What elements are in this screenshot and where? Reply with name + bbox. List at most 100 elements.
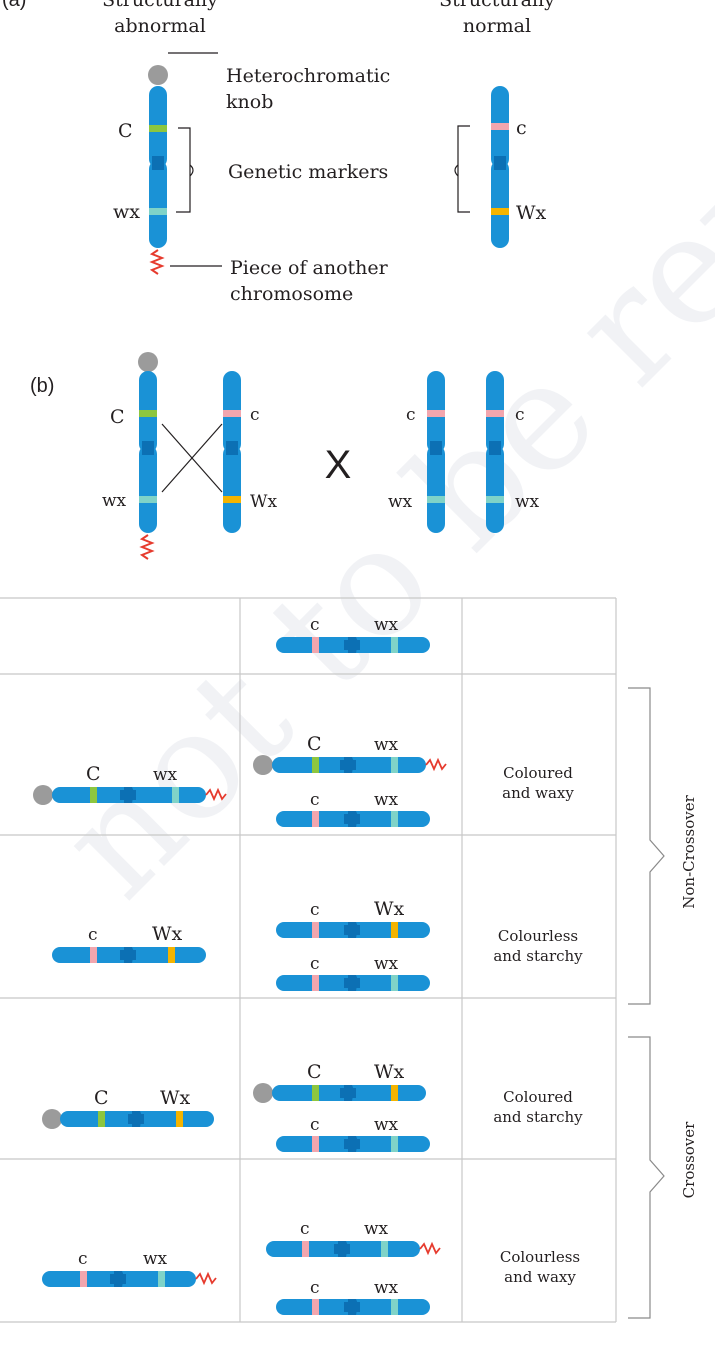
normal-marker-bottom: Wx [516, 202, 547, 224]
results-table [0, 597, 617, 1323]
gamete-left: c [78, 1249, 88, 1269]
b-right-chr2-top: c [515, 405, 525, 425]
progeny-top-left: C [307, 1061, 322, 1083]
cross-right-pair [427, 371, 504, 533]
progeny-top-left: c [310, 900, 320, 920]
progeny-bottom-right: wx [374, 790, 399, 810]
marker-c [491, 123, 509, 130]
b-left-chr2-top: c [250, 405, 260, 425]
b-right-chr1-top: c [406, 405, 416, 425]
progeny-top-chromosome [253, 755, 447, 775]
abnormal-marker-bottom: wx [113, 201, 140, 223]
knob-label-line2: knob [226, 91, 273, 113]
header-gamete-chromosome [276, 637, 430, 653]
phenotype-line1: Colourless [500, 1248, 580, 1266]
progeny-top-chromosome [276, 922, 430, 938]
piece-label-line1: Piece of another [230, 257, 389, 279]
gamete-left: C [94, 1087, 109, 1109]
heterochromatic-knob [138, 352, 158, 372]
phenotype-line2: and starchy [493, 1108, 583, 1126]
crossover-line-2 [161, 423, 223, 493]
progeny-bottom-chromosome [276, 811, 430, 827]
header-gamete-left: c [310, 615, 320, 635]
abnormal-heading-line1: Structurally [102, 0, 218, 11]
progeny-bottom-right: wx [374, 1115, 399, 1135]
progeny-bottom-right: wx [374, 1278, 399, 1298]
phenotype-line1: Coloured [503, 764, 573, 782]
abnormal-chromosome [148, 65, 168, 275]
marker-Wx [223, 496, 241, 503]
marker-c [486, 410, 504, 417]
gamete-right: wx [153, 765, 178, 785]
phenotype-line2: and waxy [502, 784, 574, 802]
part-a-label: (a) [2, 0, 26, 11]
marker-wx [486, 496, 504, 503]
cross-left-pair [138, 352, 241, 560]
marker-C [149, 125, 167, 132]
b-left-chr2-bottom: Wx [250, 492, 277, 512]
progeny-top-left: C [307, 733, 322, 755]
phenotype-line2: and waxy [504, 1268, 576, 1286]
progeny-bottom-right: wx [374, 954, 399, 974]
piece-label-line2: chromosome [230, 283, 353, 305]
progeny-bottom-chromosome [276, 1136, 430, 1152]
knob-label-line1: Heterochromatic [226, 65, 390, 87]
markers-label: Genetic markers [228, 161, 388, 183]
table-row: c Wx c Wx c wx Colourless and starchy [52, 898, 583, 991]
b-right-chr1-bottom: wx [388, 492, 413, 512]
extra-piece [149, 249, 165, 275]
progeny-bottom-left: c [310, 1278, 320, 1298]
gamete-left: c [88, 925, 98, 945]
progeny-bottom-left: c [310, 1115, 320, 1135]
normal-heading-line2: normal [463, 15, 531, 37]
marker-c [223, 410, 241, 417]
progeny-top-right: wx [374, 735, 399, 755]
extra-piece [139, 534, 155, 560]
progeny-top-chromosome [253, 1083, 426, 1103]
table-row: C Wx C Wx c wx Coloured and starchy [42, 1061, 583, 1152]
gamete-chromosome [42, 1271, 217, 1287]
marker-wx [149, 208, 167, 215]
abnormal-heading-line2: abnormal [114, 15, 206, 37]
part-b-label: (b) [30, 375, 54, 397]
normal-chromosome [491, 86, 509, 248]
marker-Wx [491, 208, 509, 215]
progeny-bottom-chromosome [276, 1299, 430, 1315]
normal-marker-top: c [516, 117, 527, 139]
phenotype-line1: Coloured [503, 1088, 573, 1106]
b-left-chr1-top: C [110, 406, 125, 428]
progeny-top-chromosome [266, 1241, 441, 1257]
marker-wx [139, 496, 157, 503]
group-non-crossover: Non-Crossover [680, 794, 698, 908]
crossover-brace [628, 1036, 665, 1319]
b-right-chr2-bottom: wx [515, 492, 540, 512]
progeny-top-right: wx [364, 1219, 389, 1239]
progeny-bottom-chromosome [276, 975, 430, 991]
marker-C [139, 410, 157, 417]
progeny-top-left: c [300, 1219, 310, 1239]
progeny-bottom-left: c [310, 954, 320, 974]
abnormal-marker-top: C [118, 120, 133, 142]
table-row: C wx C wx c wx Coloured and waxy [33, 733, 574, 827]
marker-wx [427, 496, 445, 503]
non-crossover-brace [628, 687, 665, 1005]
gamete-right: Wx [152, 923, 183, 945]
phenotype-line1: Colourless [498, 927, 578, 945]
gamete-left: C [86, 763, 101, 785]
progeny-bottom-left: c [310, 790, 320, 810]
heterochromatic-knob [148, 65, 168, 85]
gamete-right: Wx [160, 1087, 191, 1109]
gamete-chromosome [33, 785, 227, 805]
table-row: c wx c wx c wx Colourless and waxy [42, 1219, 580, 1315]
b-left-chr1-bottom: wx [102, 491, 127, 511]
normal-heading-line1: Structurally [439, 0, 555, 11]
gamete-chromosome [42, 1109, 214, 1129]
progeny-top-right: Wx [374, 898, 405, 920]
progeny-top-right: Wx [374, 1061, 405, 1083]
phenotype-line2: and starchy [493, 947, 583, 965]
gamete-right: wx [143, 1249, 168, 1269]
marker-c [427, 410, 445, 417]
gamete-chromosome [52, 947, 206, 963]
header-gamete-right: wx [374, 615, 399, 635]
